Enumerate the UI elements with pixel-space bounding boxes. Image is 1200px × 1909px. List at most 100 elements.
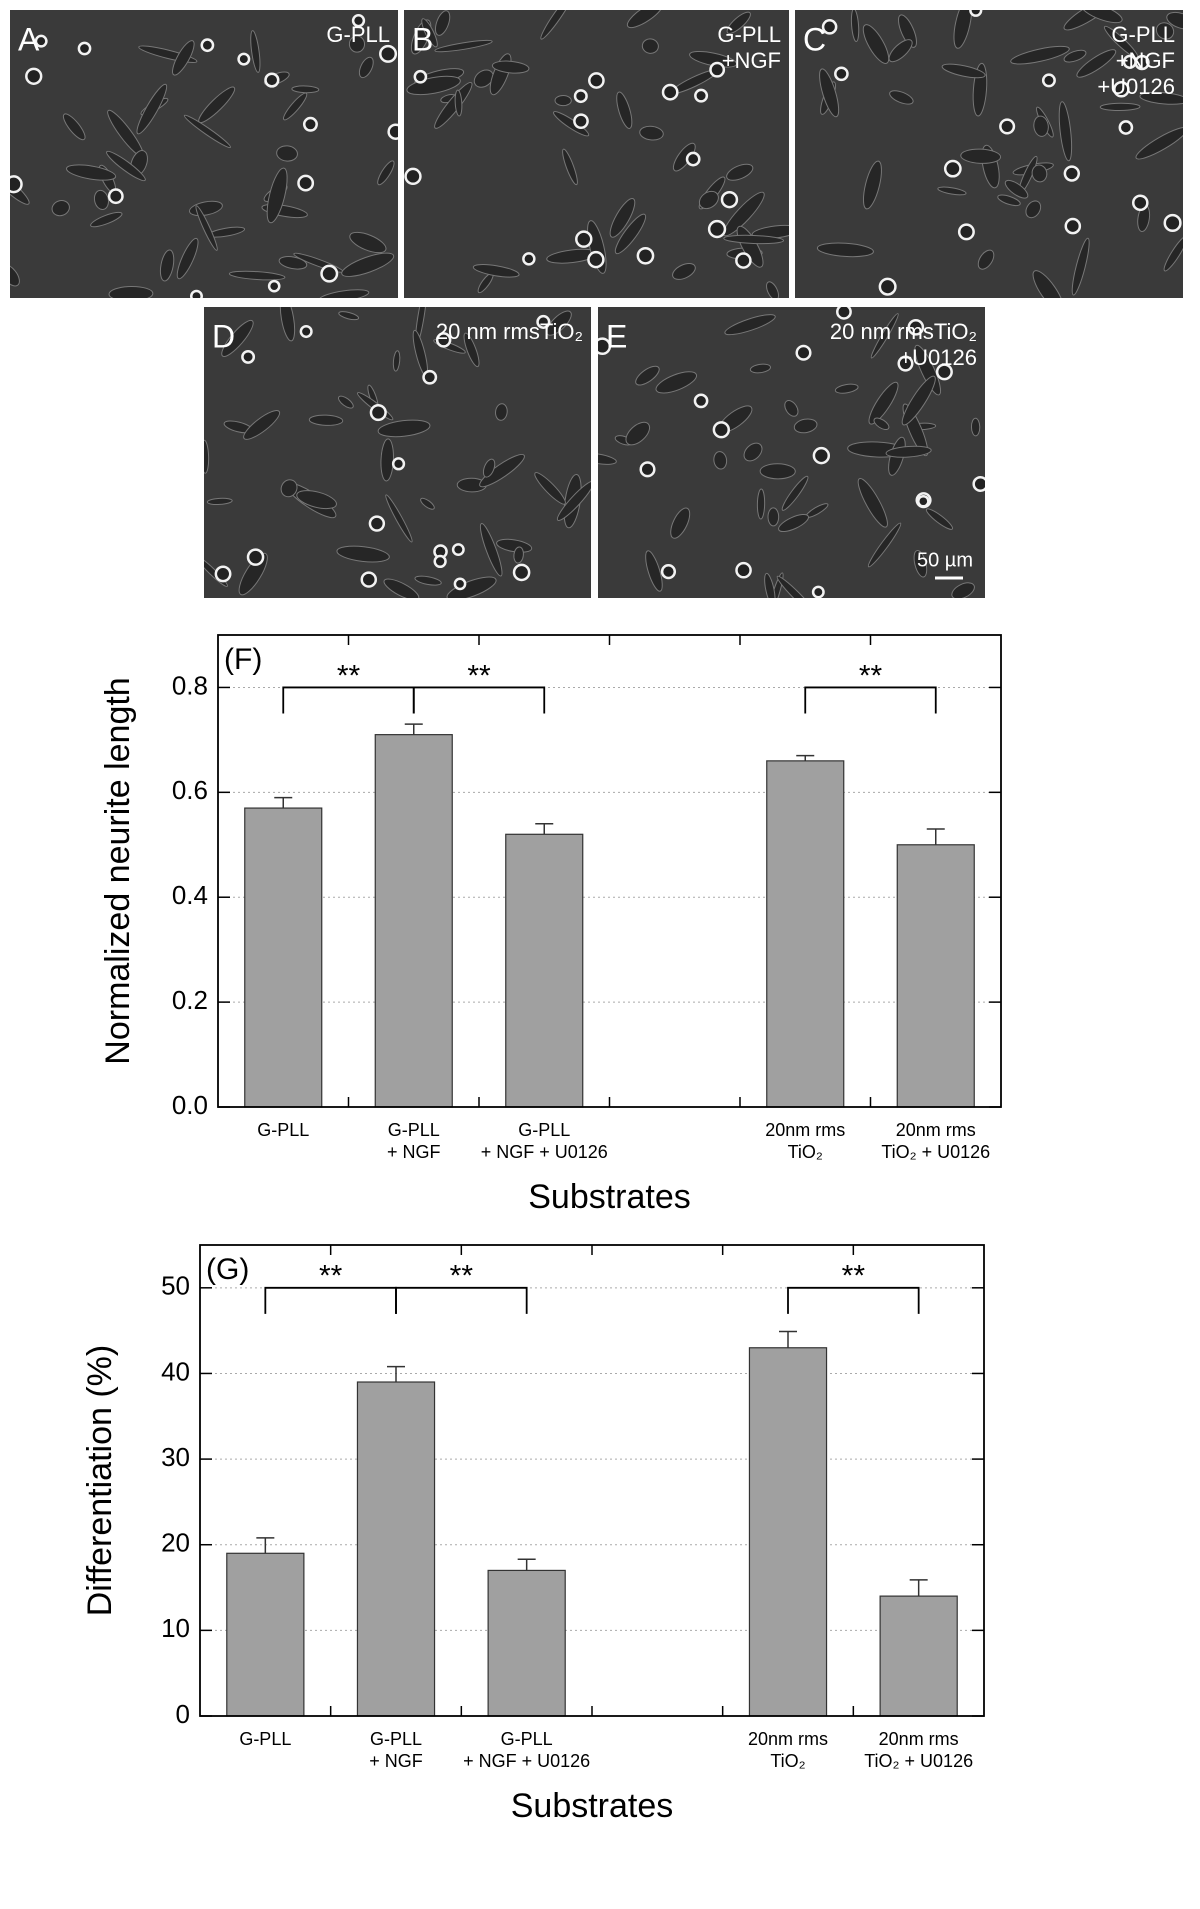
cell (243, 410, 281, 440)
x-tick-label: G-PLL (518, 1120, 570, 1140)
round-cell (972, 475, 985, 493)
cell (1063, 49, 1087, 63)
cell (970, 417, 981, 437)
cell (868, 381, 899, 425)
panel-caption: +U0126 (1097, 74, 1175, 99)
cell (90, 211, 123, 228)
y-tick-label: 0.8 (172, 670, 208, 700)
cell (857, 477, 888, 528)
cell (941, 63, 986, 79)
panel-letter: E (606, 318, 627, 354)
cell (221, 319, 254, 357)
cell (282, 92, 308, 121)
round-cell (1134, 54, 1150, 71)
cell (546, 310, 572, 336)
panel-caption: +NGF (1116, 48, 1175, 73)
round-cell (512, 563, 531, 582)
y-tick-label: 40 (161, 1356, 190, 1386)
cell (554, 94, 572, 107)
panel-letter: A (18, 21, 40, 57)
cell (639, 125, 664, 141)
x-tick-label: G-PLL (239, 1729, 291, 1749)
cell (513, 546, 524, 564)
round-cell (190, 289, 203, 298)
panel-caption: +NGF (722, 48, 781, 73)
cell (743, 442, 763, 462)
cell (136, 83, 168, 135)
cell (296, 490, 337, 510)
cell (51, 200, 70, 217)
axes-frame (199, 1244, 985, 1717)
cell (1071, 237, 1090, 296)
round-cell (573, 89, 588, 104)
y-tick-label: 50 (161, 1271, 190, 1301)
x-tick-label: 20nm rms (879, 1729, 959, 1749)
cell (862, 160, 882, 210)
round-cell (25, 67, 43, 85)
cell (446, 576, 497, 598)
error-bar (517, 1558, 536, 1571)
y-tick-label: 20 (161, 1528, 190, 1558)
significance-label: ** (319, 1260, 343, 1293)
cell (472, 264, 520, 278)
round-cell (1113, 80, 1130, 98)
round-cell (694, 88, 709, 103)
round-cell (685, 151, 701, 167)
round-cell (969, 10, 983, 17)
x-axis-label: Substrates (528, 1178, 691, 1216)
cell (308, 414, 344, 426)
round-cell (907, 318, 925, 336)
cell (556, 480, 591, 521)
cell (348, 35, 366, 53)
cell (377, 419, 431, 438)
cell (1058, 101, 1073, 162)
cell (228, 270, 286, 281)
cell (1076, 49, 1117, 78)
cell (62, 113, 86, 141)
cell (778, 513, 809, 533)
round-cell (1064, 217, 1082, 235)
panel-caption: G-PLL (326, 22, 390, 47)
cell (609, 198, 636, 238)
cell (338, 311, 360, 321)
bar (244, 807, 323, 1108)
cell (670, 507, 691, 539)
cell (495, 403, 508, 421)
x-tick-label: TiO₂ + U0126 (864, 1751, 973, 1771)
cell (819, 68, 840, 118)
x-tick-label: + NGF (369, 1751, 423, 1771)
cell (479, 453, 525, 488)
round-cell (351, 14, 366, 28)
x-tick-label: 20nm rms (748, 1729, 828, 1749)
cell (834, 383, 859, 394)
cell (463, 332, 480, 368)
cell (1025, 200, 1042, 219)
cell (1010, 45, 1070, 65)
bar (748, 1347, 828, 1717)
cell (767, 507, 780, 527)
significance-label: ** (842, 1260, 866, 1293)
cell (873, 417, 890, 431)
cell (1033, 115, 1049, 137)
panel-caption: G-PLL (717, 22, 781, 47)
cell (383, 578, 420, 598)
error-bar (796, 754, 815, 761)
round-cell (34, 34, 48, 48)
cell (473, 69, 494, 88)
cell (414, 575, 442, 586)
significance-label: ** (337, 659, 361, 692)
cell (562, 148, 578, 186)
round-cell (297, 174, 315, 192)
cell (598, 452, 617, 465)
cell (953, 10, 973, 49)
cell (672, 263, 696, 280)
panel-letter: D (212, 318, 235, 354)
cell (776, 575, 816, 598)
cell (280, 479, 298, 498)
round-cell (1131, 194, 1149, 212)
round-cell (435, 332, 452, 348)
round-cell (302, 116, 318, 132)
cell (867, 522, 902, 568)
cell (266, 167, 288, 224)
cell (65, 164, 117, 181)
